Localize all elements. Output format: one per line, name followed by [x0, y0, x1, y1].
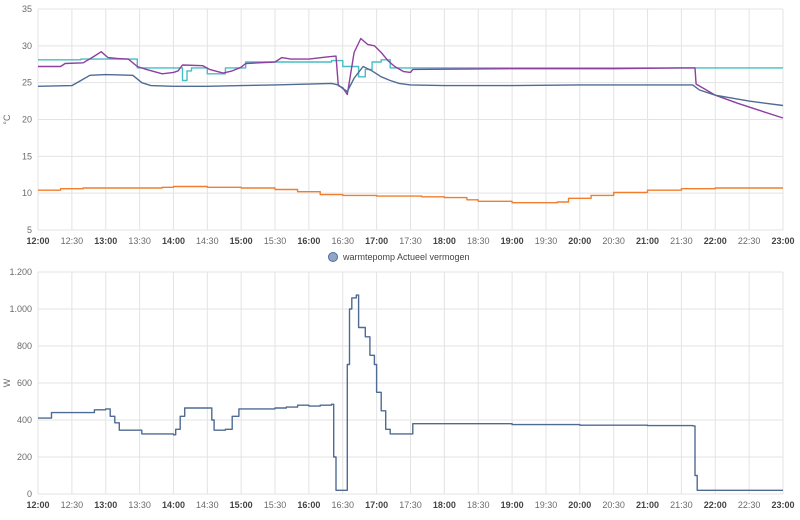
x-tick-label: 12:00 [26, 236, 49, 246]
y-tick-label: 35 [22, 4, 32, 14]
series-line[interactable] [38, 294, 783, 491]
x-tick-label: 13:30 [128, 236, 151, 246]
x-tick-label: 20:30 [602, 236, 625, 246]
x-tick-label: 13:00 [94, 236, 117, 246]
x-tick-label: 15:00 [230, 236, 253, 246]
series-line[interactable] [38, 37, 784, 119]
x-tick-label: 17:30 [399, 236, 422, 246]
x-tick-label: 12:30 [61, 500, 84, 510]
x-tick-label: 23:00 [771, 500, 794, 510]
x-tick-label: 21:30 [670, 500, 693, 510]
x-tick-label: 18:30 [467, 236, 490, 246]
y-tick-label: 1.000 [9, 304, 32, 314]
x-tick-label: 20:00 [568, 236, 591, 246]
y-axis-title: °C [2, 114, 12, 125]
y-tick-label: 800 [17, 341, 32, 351]
y-tick-label: 1.200 [9, 267, 32, 277]
x-tick-label: 22:30 [738, 236, 761, 246]
y-tick-label: 5 [27, 225, 32, 235]
power-legend[interactable]: warmtepomp Actueel vermogen [328, 252, 470, 262]
x-tick-label: 22:00 [704, 236, 727, 246]
x-tick-label: 22:30 [738, 500, 761, 510]
series-line[interactable] [38, 185, 783, 204]
x-tick-label: 12:00 [26, 500, 49, 510]
y-tick-label: 200 [17, 452, 32, 462]
y-tick-label: 600 [17, 378, 32, 388]
x-tick-label: 20:30 [602, 500, 625, 510]
x-tick-label: 21:00 [636, 236, 659, 246]
x-tick-label: 17:00 [365, 236, 388, 246]
legend-label: warmtepomp Actueel vermogen [343, 252, 470, 262]
y-tick-label: 10 [22, 188, 32, 198]
x-tick-label: 19:30 [535, 236, 558, 246]
x-tick-label: 21:00 [636, 500, 659, 510]
y-tick-label: 15 [22, 151, 32, 161]
y-tick-label: 0 [27, 489, 32, 499]
x-tick-label: 19:00 [501, 236, 524, 246]
x-tick-label: 15:30 [264, 500, 287, 510]
x-tick-label: 19:00 [501, 500, 524, 510]
x-tick-label: 14:30 [196, 236, 219, 246]
x-tick-label: 13:30 [128, 500, 151, 510]
x-tick-label: 22:00 [704, 500, 727, 510]
series-line[interactable] [37, 65, 784, 107]
x-tick-label: 13:00 [94, 500, 117, 510]
y-axis-title: W [2, 378, 12, 387]
x-tick-label: 23:00 [771, 236, 794, 246]
x-tick-label: 16:30 [332, 236, 355, 246]
y-tick-label: 30 [22, 41, 32, 51]
x-tick-label: 16:30 [332, 500, 355, 510]
x-tick-label: 16:00 [297, 500, 320, 510]
x-tick-label: 15:30 [264, 236, 287, 246]
x-tick-label: 17:00 [365, 500, 388, 510]
x-tick-label: 18:30 [467, 500, 490, 510]
x-tick-label: 14:00 [162, 236, 185, 246]
x-tick-label: 18:00 [433, 500, 456, 510]
x-tick-label: 19:30 [535, 500, 558, 510]
x-tick-label: 20:00 [568, 500, 591, 510]
y-tick-label: 25 [22, 78, 32, 88]
x-tick-label: 18:00 [433, 236, 456, 246]
x-tick-label: 14:30 [196, 500, 219, 510]
y-tick-label: 20 [22, 115, 32, 125]
legend-swatch-icon [328, 252, 338, 262]
x-tick-label: 15:00 [230, 500, 253, 510]
power-chart: 0 200 400 600 800 1.000 1.200 12:00 12:30 13:00 13… [2, 267, 795, 510]
x-tick-label: 16:00 [297, 236, 320, 246]
x-tick-label: 12:30 [61, 236, 84, 246]
x-tick-label: 14:00 [162, 500, 185, 510]
y-tick-label: 400 [17, 415, 32, 425]
x-tick-label: 21:30 [670, 236, 693, 246]
temperature-chart: 5 10 15 20 25 30 35 12:00 12:30 13:00 13:30 14:00 14… [2, 4, 795, 246]
x-tick-label: 17:30 [399, 500, 422, 510]
